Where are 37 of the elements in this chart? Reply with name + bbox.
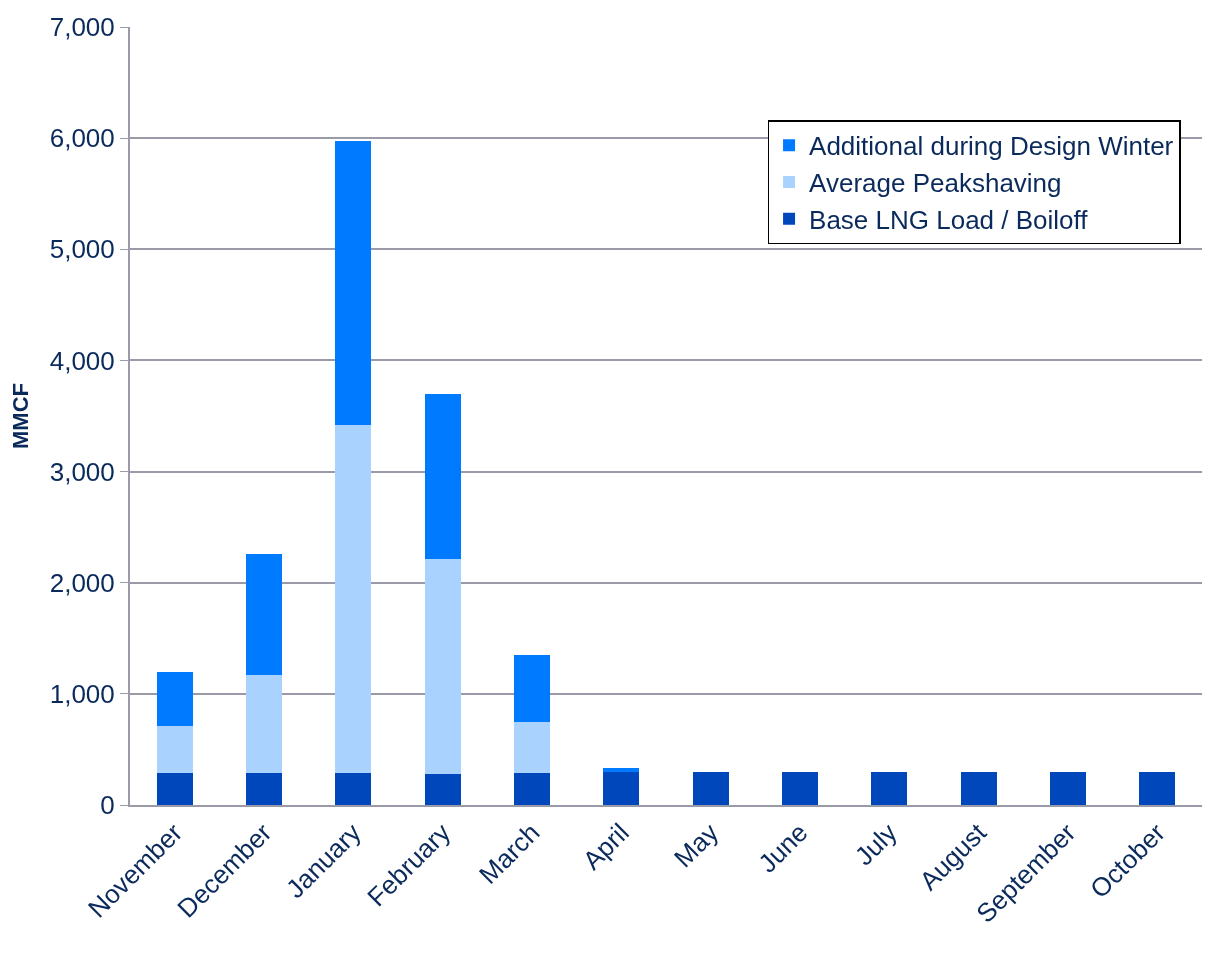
- bar: [514, 772, 550, 805]
- bar: [424, 773, 461, 805]
- bar: [424, 393, 461, 560]
- bar: [871, 771, 908, 805]
- bar: [603, 768, 640, 772]
- bar: [692, 771, 729, 805]
- bar: [514, 654, 550, 722]
- y-tick-label: 6,000: [49, 123, 115, 154]
- bar: [246, 553, 282, 675]
- bar: [603, 771, 640, 805]
- y-tick-label: 1,000: [49, 678, 115, 709]
- bar: [782, 771, 818, 805]
- legend-label: Additional during Design Winter: [809, 131, 1174, 162]
- legend-label: Average Peakshaving: [809, 168, 1062, 199]
- bar: [156, 726, 193, 773]
- y-tick-label: 7,000: [49, 12, 115, 43]
- bar: [335, 424, 372, 773]
- bar: [424, 559, 461, 774]
- bar: [156, 772, 193, 805]
- x-tick-label: May: [668, 817, 725, 874]
- bar: [246, 772, 282, 805]
- y-tick-label: 0: [100, 790, 115, 821]
- y-tick-label: 4,000: [49, 345, 115, 376]
- bar: [1050, 771, 1086, 805]
- y-tick-label: 2,000: [49, 567, 115, 598]
- legend-label: Base LNG Load / Boiloff: [809, 205, 1089, 235]
- y-tick-label: 5,000: [49, 234, 115, 265]
- y-tick-label: 3,000: [49, 456, 115, 487]
- y-axis-title: MMCF: [8, 383, 34, 449]
- bar: [156, 671, 193, 727]
- bar: [246, 674, 282, 773]
- bar: [514, 721, 550, 773]
- x-tick-label: July: [848, 817, 903, 872]
- bar: [960, 771, 997, 805]
- bar: [335, 772, 372, 805]
- bar: [1139, 771, 1176, 805]
- bar: [335, 141, 372, 425]
